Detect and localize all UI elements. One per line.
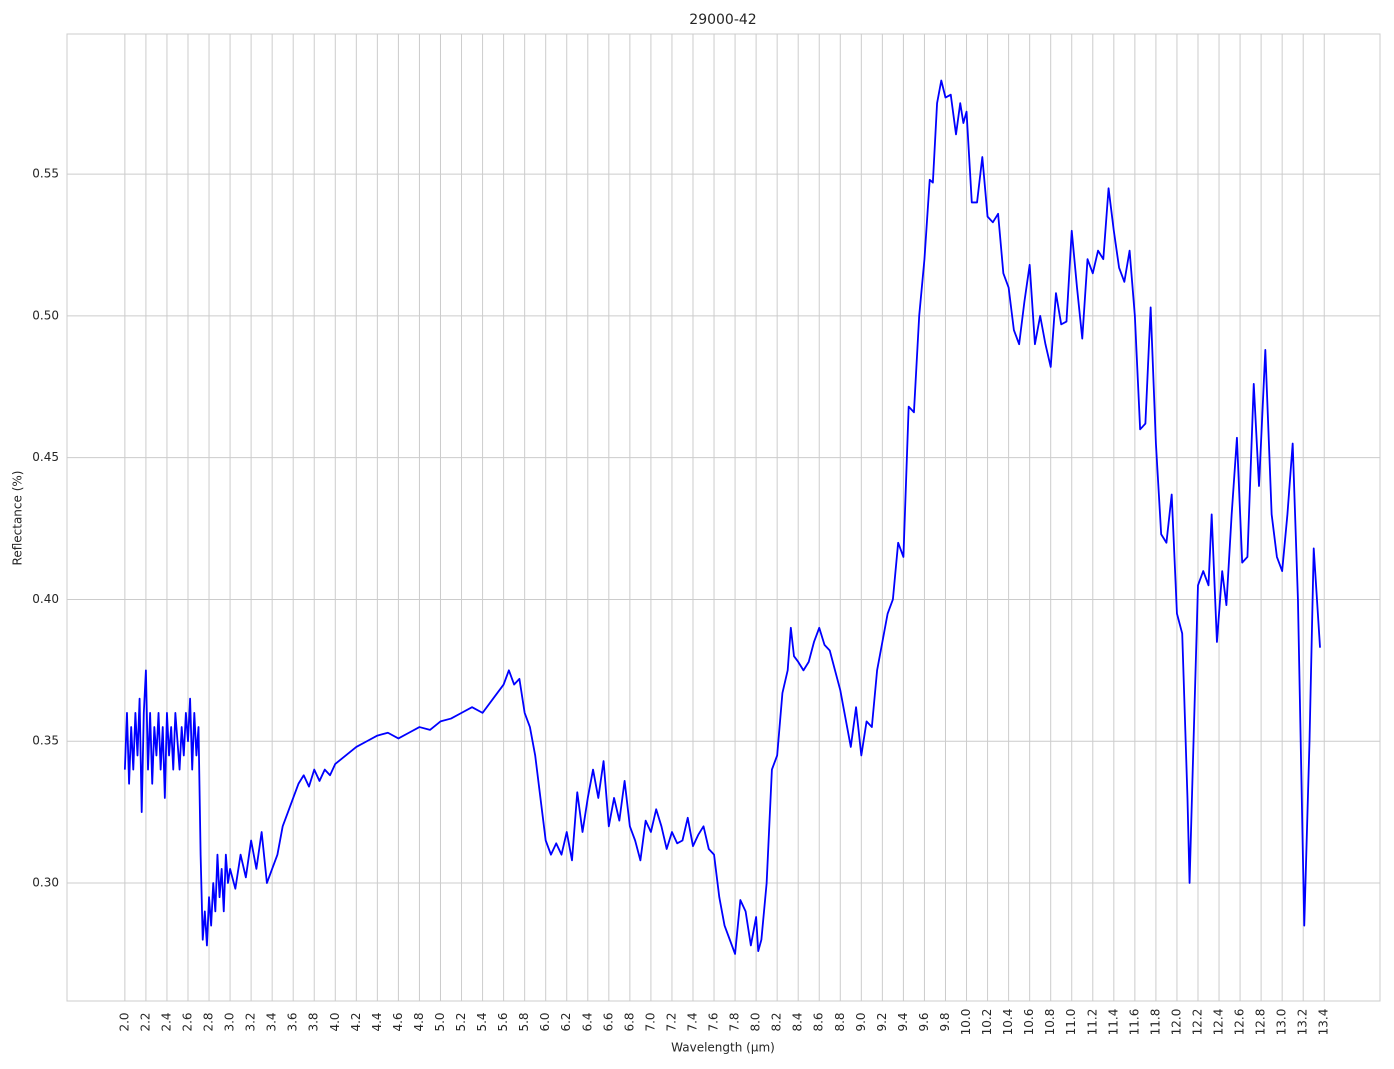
x-tick-label: 10.6	[1022, 1009, 1036, 1036]
x-tick-label: 6.0	[538, 1012, 552, 1031]
spectrum-line	[123, 79, 1321, 955]
x-tick-label: 4.4	[370, 1012, 384, 1031]
x-tick-label: 7.0	[643, 1012, 657, 1031]
x-tick-label: 2.4	[159, 1012, 173, 1031]
x-tick-label: 6.6	[601, 1012, 615, 1031]
y-tick-label: 0.55	[32, 167, 59, 181]
y-tick-label: 0.35	[32, 734, 59, 748]
x-tick-label: 12.4	[1212, 1009, 1226, 1036]
x-tick-label: 13.0	[1275, 1009, 1289, 1036]
x-tick-label: 8.0	[749, 1012, 763, 1031]
x-tick-label: 9.2	[875, 1012, 889, 1031]
x-tick-label: 10.2	[980, 1009, 994, 1036]
x-tick-label: 3.2	[244, 1012, 258, 1031]
x-tick-label: 2.8	[202, 1012, 216, 1031]
x-tick-label: 8.4	[791, 1012, 805, 1031]
chart-title: 29000-42	[689, 12, 756, 28]
x-tick-label: 5.6	[496, 1012, 510, 1031]
y-tick-label: 0.45	[32, 450, 59, 464]
x-tick-label: 11.2	[1085, 1009, 1099, 1036]
x-axis-label: Wavelength (μm)	[671, 1041, 775, 1055]
x-tick-label: 6.8	[622, 1012, 636, 1031]
x-tick-label: 6.2	[559, 1012, 573, 1031]
x-tick-label: 4.0	[328, 1012, 342, 1031]
x-tick-label: 12.0	[1169, 1009, 1183, 1036]
x-tick-label: 3.4	[265, 1012, 279, 1031]
x-tick-label: 2.2	[138, 1012, 152, 1031]
x-tick-label: 7.4	[685, 1012, 699, 1031]
x-tick-label: 8.6	[812, 1012, 826, 1031]
x-tick-label: 3.6	[286, 1012, 300, 1031]
x-tick-label: 2.6	[180, 1012, 194, 1031]
x-tick-label: 13.2	[1296, 1009, 1310, 1036]
x-tick-label: 5.8	[517, 1012, 531, 1031]
x-tick-label: 4.2	[349, 1012, 363, 1031]
y-tick-label: 0.50	[32, 308, 59, 322]
x-tick-label: 3.0	[223, 1012, 237, 1031]
x-tick-label: 8.2	[770, 1012, 784, 1031]
x-tick-label: 13.4	[1317, 1009, 1331, 1036]
x-tick-label: 12.8	[1254, 1009, 1268, 1036]
x-tick-label: 11.4	[1106, 1009, 1120, 1036]
x-tick-label: 3.8	[307, 1012, 321, 1031]
y-axis-label: Reflectance (%)	[11, 471, 25, 566]
x-tick-label: 9.4	[896, 1012, 910, 1031]
x-tick-label: 11.0	[1064, 1009, 1078, 1036]
x-tick-label: 11.8	[1148, 1009, 1162, 1036]
x-tick-label: 10.8	[1043, 1009, 1057, 1036]
x-tick-label: 7.2	[664, 1012, 678, 1031]
x-tick-label: 12.2	[1190, 1009, 1204, 1036]
x-tick-label: 8.8	[833, 1012, 847, 1031]
x-tick-label: 9.8	[938, 1012, 952, 1031]
y-tick-label: 0.40	[32, 592, 59, 606]
x-tick-label: 4.6	[391, 1012, 405, 1031]
x-tick-label: 5.4	[475, 1012, 489, 1031]
x-tick-label: 11.6	[1127, 1009, 1141, 1036]
x-tick-label: 5.0	[433, 1012, 447, 1031]
x-tick-label: 10.4	[1001, 1009, 1015, 1036]
x-tick-label: 6.4	[580, 1012, 594, 1031]
x-tick-label: 9.6	[917, 1012, 931, 1031]
x-tick-label: 7.6	[707, 1012, 721, 1031]
x-tick-label: 12.6	[1233, 1009, 1247, 1036]
x-tick-label: 2.0	[117, 1012, 131, 1031]
x-tick-label: 9.0	[854, 1012, 868, 1031]
x-tick-label: 4.8	[412, 1012, 426, 1031]
plot-frame	[66, 33, 1381, 1002]
x-tick-label: 5.2	[454, 1012, 468, 1031]
x-tick-label: 10.0	[959, 1009, 973, 1036]
y-tick-label: 0.30	[32, 876, 59, 890]
x-tick-label: 7.8	[728, 1012, 742, 1031]
